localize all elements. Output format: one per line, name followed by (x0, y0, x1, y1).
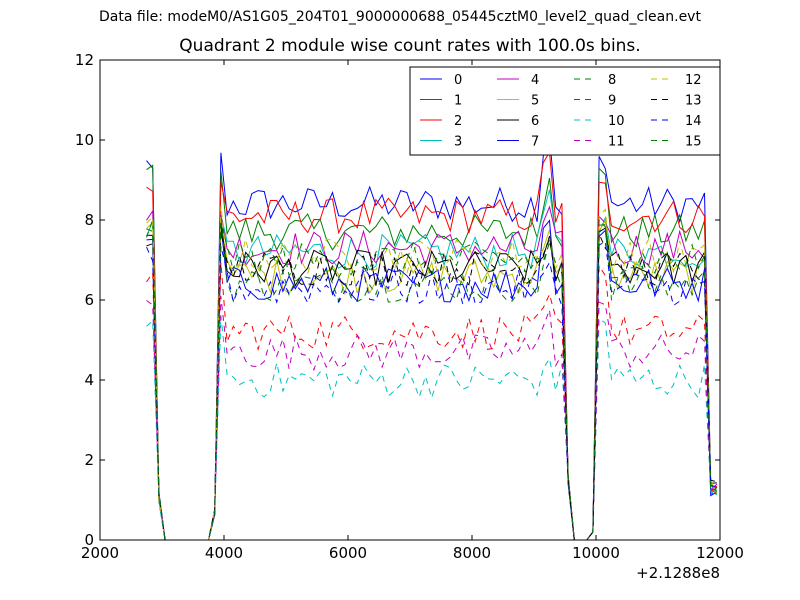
chart-title: Quadrant 2 module wise count rates with … (179, 36, 641, 56)
legend-label-6: 6 (531, 114, 539, 129)
figure-suptitle: Data file: modeM0/AS1G05_204T01_90000006… (99, 9, 701, 25)
series-line-15 (146, 218, 718, 541)
legend-label-7: 7 (531, 135, 539, 150)
series-line-10 (146, 315, 718, 541)
legend-label-15: 15 (685, 135, 702, 150)
y-tick-label: 8 (84, 211, 94, 229)
y-tick-label: 12 (75, 51, 94, 69)
legend-box (409, 66, 721, 156)
legend-label-1: 1 (454, 94, 462, 109)
x-offset-label: +2.1288e8 (636, 564, 720, 582)
x-tick-label: 2000 (81, 544, 119, 562)
series-line-2 (146, 150, 717, 541)
x-tick-label: 6000 (329, 544, 367, 562)
x-tick-label: 12000 (696, 544, 744, 562)
series-line-11 (146, 296, 717, 541)
series-line-13 (146, 231, 718, 541)
series-line-12 (146, 206, 718, 541)
y-tick-label: 2 (84, 451, 94, 469)
series-lines (146, 135, 718, 541)
series-line-4 (146, 205, 718, 541)
y-tick-label: 10 (75, 131, 94, 149)
axis-ticks: 2000 4000 6000 8000 10000 12000024681012+2.12… (75, 51, 744, 582)
x-tick-label: 4000 (205, 544, 243, 562)
legend-label-4: 4 (531, 73, 539, 88)
legend-label-8: 8 (608, 73, 616, 88)
legend-label-0: 0 (454, 73, 462, 88)
x-tick-label: 8000 (453, 544, 491, 562)
legend-label-12: 12 (685, 73, 702, 88)
series-line-0 (146, 135, 718, 541)
legend-label-9: 9 (608, 94, 616, 109)
series-line-7 (146, 219, 718, 541)
x-tick-label: 10000 (572, 544, 620, 562)
series-line-5 (146, 219, 718, 541)
legend-label-3: 3 (454, 135, 462, 150)
legend-label-14: 14 (685, 114, 702, 129)
legend-label-5: 5 (531, 94, 539, 109)
series-line-8 (146, 219, 717, 541)
legend-label-13: 13 (685, 94, 702, 109)
y-tick-label: 4 (84, 371, 94, 389)
legend-label-10: 10 (608, 114, 625, 129)
series-line-14 (146, 240, 718, 541)
series-line-1 (146, 164, 718, 541)
series-line-9 (146, 262, 718, 541)
y-tick-label: 6 (84, 291, 94, 309)
series-line-3 (146, 189, 718, 541)
legend-label-2: 2 (454, 114, 462, 129)
y-tick-label: 0 (84, 531, 94, 549)
legend-label-11: 11 (608, 135, 625, 150)
